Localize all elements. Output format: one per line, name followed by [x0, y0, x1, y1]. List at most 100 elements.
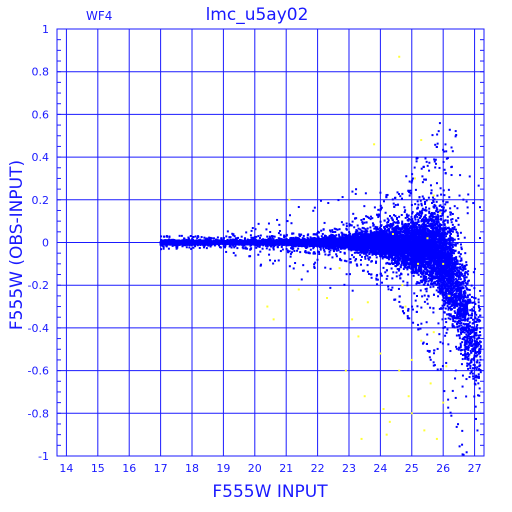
data-point: [261, 240, 264, 243]
data-point: [173, 240, 176, 243]
data-point: [161, 241, 164, 244]
data-point: [216, 241, 219, 244]
data-point: [218, 243, 221, 246]
data-point: [317, 236, 320, 239]
data-point: [239, 241, 242, 244]
data-point: [307, 237, 310, 240]
data-point: [230, 246, 233, 249]
data-point: [305, 251, 308, 254]
data-point: [191, 240, 194, 243]
data-point: [206, 237, 209, 240]
data-point: [196, 242, 199, 245]
data-point: [164, 241, 167, 244]
data-point: [171, 244, 174, 247]
data-point: [273, 235, 276, 238]
data-point: [202, 243, 205, 246]
data-point: [177, 241, 180, 244]
data-point: [265, 247, 268, 250]
data-point: [298, 238, 301, 241]
data-point: [180, 241, 183, 244]
data-point: [202, 246, 205, 249]
data-point: [198, 246, 201, 249]
data-point: [305, 244, 308, 247]
data-point: [274, 244, 277, 247]
data-point: [301, 242, 304, 245]
data-point: [313, 240, 316, 243]
data-point: [296, 242, 299, 245]
blue-points: [159, 122, 482, 456]
data-point: [212, 237, 215, 240]
data-point: [162, 247, 165, 250]
data-point: [183, 237, 186, 240]
data-point: [224, 240, 227, 243]
data-point: [314, 239, 317, 242]
data-point: [193, 243, 196, 246]
data-point: [260, 238, 263, 241]
data-point: [201, 239, 204, 242]
data-point: [269, 241, 272, 244]
data-point: [327, 248, 330, 251]
data-point: [275, 240, 278, 243]
data-point: [305, 246, 308, 249]
data-point: [253, 236, 256, 239]
data-point: [302, 234, 305, 237]
data-point: [176, 246, 179, 249]
data-point: [306, 234, 309, 237]
data-point: [289, 237, 292, 240]
data-point: [313, 251, 316, 254]
data-point: [309, 239, 312, 242]
data-point: [269, 238, 272, 241]
data-point: [201, 240, 204, 243]
data-point: [307, 251, 310, 254]
data-point: [205, 242, 208, 245]
data-point: [243, 243, 246, 246]
data-point: [173, 242, 176, 245]
data-point: [250, 247, 253, 250]
data-point: [245, 243, 248, 246]
data-point: [210, 244, 213, 247]
data-point: [279, 243, 282, 246]
data-point: [275, 241, 278, 244]
data-point: [299, 251, 302, 254]
data-point: [187, 243, 190, 246]
data-point: [242, 244, 245, 247]
data-point: [207, 244, 210, 247]
data-point: [208, 237, 211, 240]
data-point: [160, 248, 163, 251]
data-point: [255, 235, 258, 238]
data-point: [172, 238, 175, 241]
data-point: [226, 240, 229, 243]
data-point: [211, 241, 214, 244]
data-point: [209, 245, 212, 248]
data-point: [189, 239, 192, 242]
data-point: [328, 229, 331, 232]
data-point: [268, 241, 271, 244]
data-point: [306, 241, 309, 244]
data-point: [299, 240, 302, 243]
data-point: [312, 242, 315, 245]
data-point: [299, 235, 302, 238]
data-point: [220, 238, 223, 241]
data-point: [285, 243, 288, 246]
data-point: [265, 242, 268, 245]
data-point: [167, 247, 170, 250]
data-point: [346, 234, 349, 237]
data-point: [167, 243, 170, 246]
data-point: [266, 238, 269, 241]
data-point: [209, 239, 212, 242]
data-point: [173, 244, 176, 247]
data-point: [242, 247, 245, 250]
data-point: [208, 236, 211, 239]
data-point: [290, 247, 293, 250]
data-point: [181, 241, 184, 244]
data-point: [266, 235, 269, 238]
data-point: [302, 240, 305, 243]
data-point: [191, 238, 194, 241]
data-point: [229, 236, 232, 239]
data-point: [170, 239, 173, 242]
data-point: [213, 244, 216, 247]
data-point: [316, 232, 319, 235]
data-point: [312, 252, 315, 255]
data-point: [255, 240, 258, 243]
data-point: [262, 241, 265, 244]
